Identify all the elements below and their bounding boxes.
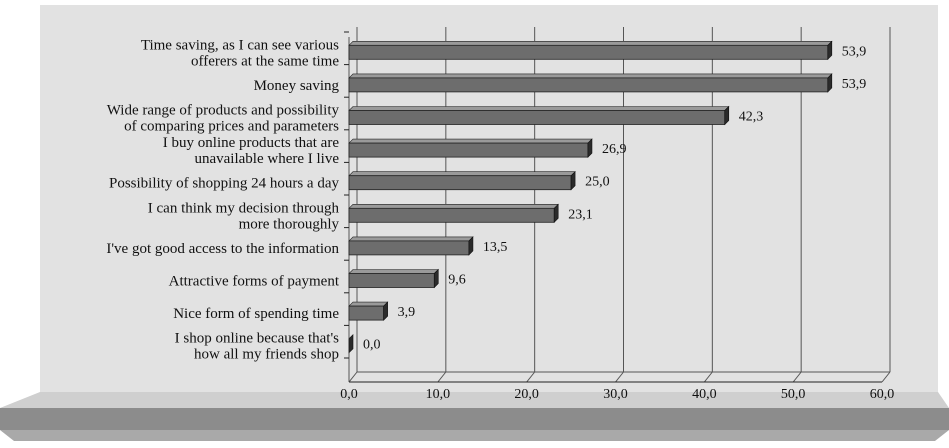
category-label: I buy online products that are <box>163 135 340 151</box>
x-tick-label: 50,0 <box>781 387 806 402</box>
bar-end-face <box>827 73 833 93</box>
data-label: 13,5 <box>483 240 508 255</box>
grid-floor-line <box>348 371 358 383</box>
category-label: Money saving <box>254 78 340 94</box>
bar-end-face <box>570 170 576 191</box>
x-tick-label: 40,0 <box>692 387 717 402</box>
bar <box>348 138 593 158</box>
bar-end-face <box>348 333 354 354</box>
bar <box>348 333 354 354</box>
category-label: Nice form of spending time <box>173 306 339 322</box>
data-label: 3,9 <box>398 305 416 320</box>
grid-floor-line <box>615 371 624 383</box>
bar-front-face <box>348 207 555 223</box>
category-label: Possibility of shopping 24 hours a day <box>109 176 340 192</box>
bar <box>348 203 559 224</box>
chart-background <box>0 5 949 441</box>
category-label: I've got good access to the information <box>106 241 339 257</box>
bar-end-face <box>724 105 730 126</box>
bar-front-face <box>348 305 385 321</box>
grid-floor-line <box>703 371 713 383</box>
data-label: 23,1 <box>568 207 593 222</box>
bar-front-face <box>348 142 589 158</box>
bar-top-face <box>348 40 833 46</box>
bar-top-face <box>348 138 593 144</box>
bar-top-face <box>348 106 730 111</box>
bars <box>348 40 833 354</box>
bar-top-face <box>348 301 389 307</box>
category-label: offerers at the same time <box>191 53 339 69</box>
bar <box>348 268 440 289</box>
grid-floor-line <box>881 371 891 383</box>
category-label: I can think my decision through <box>148 200 340 216</box>
bar-top-face <box>348 171 576 176</box>
bar-end-face <box>468 236 474 256</box>
bar-top-face <box>348 236 474 242</box>
x-tick-label: 10,0 <box>426 387 451 402</box>
bar <box>348 40 833 61</box>
category-label: unavailable where I live <box>194 151 339 167</box>
category-label: more thoroughly <box>239 216 340 232</box>
bar-front-face <box>348 44 829 60</box>
bar-end-face <box>827 40 833 61</box>
category-label: Attractive forms of payment <box>169 274 340 290</box>
x-tick-label: 60,0 <box>870 387 895 402</box>
bar <box>348 236 474 256</box>
data-label: 53,9 <box>842 44 867 59</box>
bar <box>348 301 389 321</box>
bar-end-face <box>383 301 388 321</box>
bar-front-face <box>348 273 435 288</box>
data-label: 25,0 <box>585 175 610 190</box>
bar-end-face <box>553 203 559 224</box>
chart-wall <box>40 5 938 392</box>
category-label: Time saving, as I can see various <box>141 37 339 53</box>
grid-floor-line <box>526 371 536 383</box>
x-tick-label: 0,0 <box>340 387 358 402</box>
data-label: 9,6 <box>448 273 466 288</box>
chart-floor-top <box>0 392 949 408</box>
bar-front-face <box>348 77 829 93</box>
data-label: 53,9 <box>842 77 867 92</box>
category-label: how all my friends shop <box>194 347 339 363</box>
grid-floor-line <box>437 371 447 383</box>
grid-floor-line <box>792 371 802 383</box>
bar-top-face <box>348 269 440 274</box>
bar-end-face <box>587 138 593 158</box>
category-label: of comparing prices and parameters <box>124 119 339 135</box>
bar <box>348 170 576 191</box>
bar-top-face <box>348 204 559 209</box>
bar <box>348 105 730 126</box>
category-label: Wide range of products and possibility <box>107 103 340 119</box>
bar <box>348 73 833 93</box>
x-tick-label: 30,0 <box>603 387 628 402</box>
data-label: 26,9 <box>602 142 627 157</box>
bar-top-face <box>348 73 833 79</box>
bar-front-face <box>348 110 726 125</box>
bar-front-face <box>348 175 572 191</box>
labels: 53,9 Time saving, as I can see variousoff… <box>106 37 894 402</box>
x-tick-label: 20,0 <box>514 387 539 402</box>
chart-floor-front <box>0 408 949 430</box>
data-label: 42,3 <box>739 110 764 125</box>
chart-floor-bottom <box>0 430 949 441</box>
bar-end-face <box>433 268 439 289</box>
category-label: I shop online because that's <box>175 331 339 347</box>
data-label: 0,0 <box>363 338 381 353</box>
bar-front-face <box>348 240 470 256</box>
